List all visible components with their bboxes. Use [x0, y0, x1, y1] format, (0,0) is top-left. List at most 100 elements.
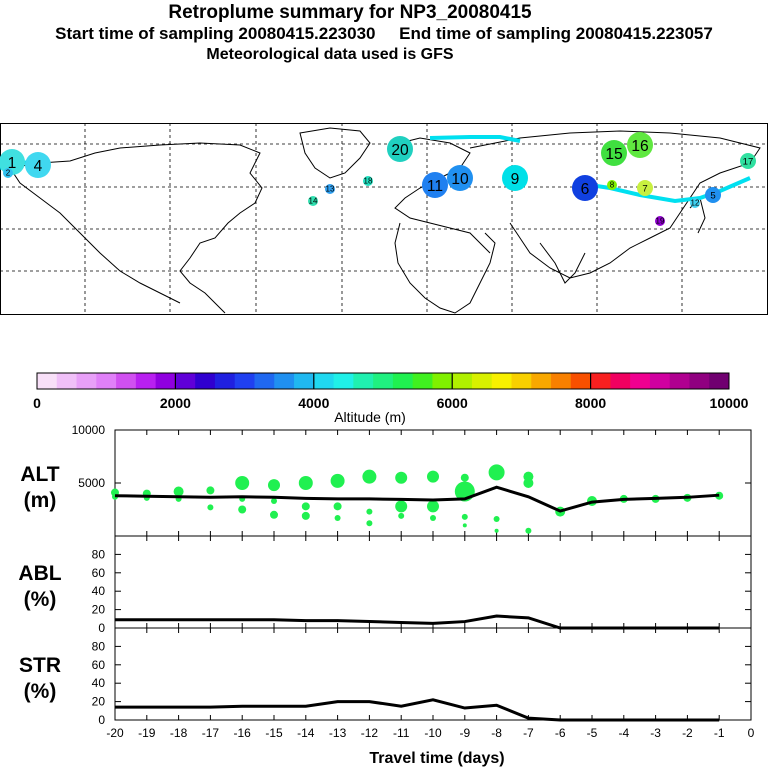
map-marker-label-10: 10 — [451, 171, 469, 188]
map-marker-4 — [25, 152, 51, 178]
coast-europe — [394, 137, 491, 254]
colorbar-cell — [274, 373, 295, 389]
colorbar-cell — [353, 373, 374, 389]
alt-scatter-point — [334, 514, 341, 521]
colorbar-tick-label: 8000 — [575, 395, 606, 411]
map-marker-13 — [325, 184, 335, 194]
series-line — [114, 485, 720, 513]
x-axis-title: Travel time (days) — [369, 750, 504, 767]
abl-panel: 0 20 40 60 80 ABL (%) — [18, 535, 752, 635]
coast-india — [539, 242, 586, 284]
x-tick-label: -6 — [555, 726, 566, 740]
panel-unit-label: (%) — [24, 680, 57, 703]
alt-scatter-point — [430, 514, 436, 521]
y-tick-label: 20 — [92, 603, 106, 617]
alt-scatter-point — [395, 500, 408, 513]
x-tick-label: -10 — [424, 726, 442, 740]
y-tick-label: 0 — [98, 713, 105, 727]
map-marker-9 — [502, 165, 528, 191]
map-marker-12 — [690, 198, 700, 208]
map-marker-label-1: 1 — [8, 155, 17, 172]
colorbar-cell — [155, 373, 176, 389]
x-tick-label: -15 — [265, 726, 283, 740]
map-marker-16 — [627, 132, 653, 158]
x-tick-label: -1 — [714, 726, 725, 740]
alt-scatter-point — [461, 513, 468, 520]
y-tick-label: 40 — [92, 676, 106, 690]
map-marker-11 — [422, 172, 448, 198]
panel-label: ALT — [20, 463, 59, 486]
map-marker-label-19: 19 — [656, 216, 665, 225]
colorbar-tick-label: 6000 — [437, 395, 468, 411]
colorbar-cell — [175, 373, 196, 389]
map-marker-label-12: 12 — [691, 198, 700, 207]
colorbar-tick-label: 2000 — [160, 395, 191, 411]
panel-label: ABL — [18, 562, 61, 585]
colorbar-cell — [689, 373, 710, 389]
colorbar-cell — [56, 373, 78, 389]
map-marker-14 — [308, 196, 318, 206]
y-tick-label: 40 — [92, 584, 106, 598]
colorbar-cell — [531, 373, 552, 389]
map-marker-label-5: 5 — [710, 191, 715, 202]
alt-scatter-point — [523, 478, 534, 488]
summary-charts: 5000 10000 ALT (m) 0 20 40 60 80 ABL (%) 0 20 40 60 8… — [18, 425, 755, 767]
alt-scatter-point — [298, 476, 313, 490]
x-tick-label: -18 — [170, 726, 188, 740]
map-grid — [0, 123, 768, 315]
map-marker-7 — [637, 180, 653, 196]
sampling-times: Start time of sampling 20080415.223030 E… — [0, 24, 768, 44]
panel-frame — [114, 535, 752, 629]
map-marker-19 — [655, 216, 665, 226]
colorbar-cell — [392, 373, 414, 389]
x-tick-label: -3 — [650, 726, 661, 740]
colorbar-cell — [116, 373, 137, 389]
colorbar-cell — [630, 373, 651, 389]
x-tick-label: -16 — [234, 726, 252, 740]
colorbar-cell — [570, 373, 592, 389]
colorbar-cell — [214, 373, 236, 389]
map-frame — [0, 123, 768, 315]
x-tick-label: -12 — [361, 726, 379, 740]
alt-scatter-point — [173, 486, 184, 497]
series-line — [115, 698, 720, 722]
colorbar-title: Altitude (m) — [334, 409, 406, 425]
str-panel: 0 20 40 60 80 STR (%) — [19, 627, 752, 727]
colorbar-cell — [333, 373, 354, 389]
alt-scatter-point — [238, 505, 247, 514]
coast-greenland — [299, 127, 371, 179]
colorbar-cell — [709, 373, 730, 389]
map-marker-label-8: 8 — [610, 180, 615, 189]
colorbar-cell — [373, 373, 394, 389]
colorbar-tick-label: 0 — [33, 395, 41, 411]
alt-scatter-point — [330, 473, 345, 488]
x-tick-label: -11 — [393, 726, 410, 740]
colorbar-cell — [452, 373, 473, 389]
colorbar-cell — [195, 373, 216, 389]
x-tick-label: -19 — [138, 726, 156, 740]
end-time-label: End time of sampling 20080415.223057 — [399, 24, 713, 43]
x-tick-label: -13 — [329, 726, 347, 740]
colorbar-cell — [551, 373, 572, 389]
y-tick-label: 80 — [92, 547, 106, 561]
colorbar-cell — [313, 373, 335, 389]
colorbar-cell — [590, 373, 611, 389]
y-tick-label: 10000 — [72, 425, 106, 437]
alt-scatter-point — [460, 473, 469, 482]
colorbar-cell — [294, 373, 315, 389]
y-tick-label: 5000 — [78, 476, 105, 490]
met-data-label: Meteorological data used is GFS — [206, 46, 454, 63]
alt-scatter-point — [301, 511, 310, 520]
alt-scatter-point — [525, 527, 532, 534]
alt-scatter-point — [395, 471, 408, 484]
coast-africa — [394, 222, 496, 314]
map-marker-label-20: 20 — [391, 142, 409, 159]
x-tick-label: -14 — [297, 726, 315, 740]
y-tick-label: 60 — [92, 658, 106, 672]
alt-scatter-point — [207, 504, 214, 511]
x-tick-label: 0 — [748, 726, 755, 740]
alt-scatter-point — [366, 508, 373, 515]
colorbar-cell — [234, 373, 255, 389]
alt-scatter-point — [427, 470, 439, 483]
